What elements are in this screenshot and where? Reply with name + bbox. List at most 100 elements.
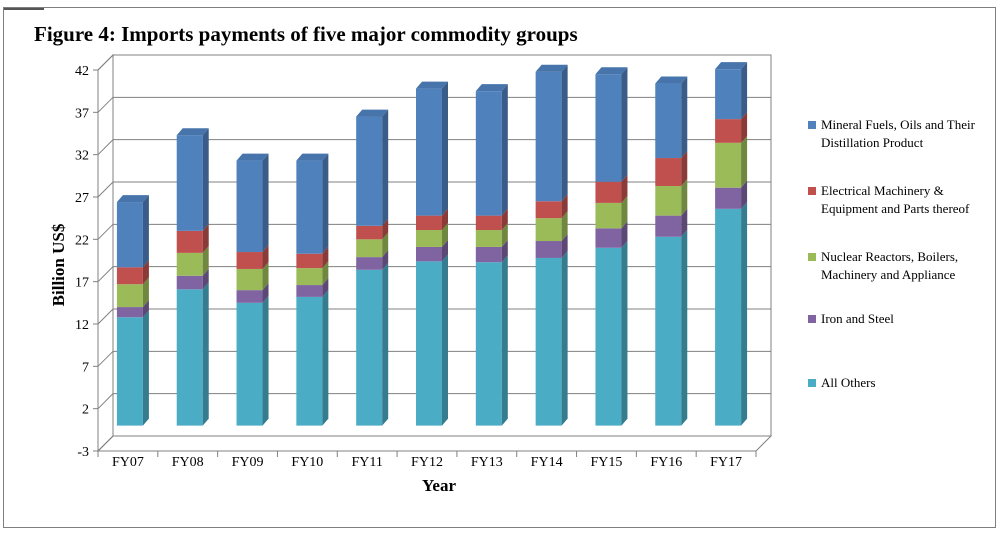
bar-fy07-iron <box>116 307 143 318</box>
bar-fy14-nuclear-side <box>561 211 568 242</box>
bar-fy07-iron-side <box>142 300 149 318</box>
legend-item: Iron and Steel <box>808 310 1001 328</box>
bar-fy14-all-side <box>561 250 568 426</box>
y-tick-label: 12 <box>75 318 89 333</box>
bar-fy13-mineral <box>475 91 502 216</box>
x-tick-label: FY09 <box>232 455 264 470</box>
back-wall-outline <box>112 54 772 437</box>
bar-fy09-mineral-side <box>262 153 269 253</box>
bar-fy12-all <box>416 261 442 426</box>
bar-fy09-iron-side <box>262 283 269 303</box>
bar-fy08-all-side <box>202 282 209 426</box>
bar-fy14-mineral <box>535 71 562 202</box>
legend-item: Electrical Machinery & Equipment and Par… <box>808 182 1001 218</box>
bar-fy09-mineral <box>236 160 263 253</box>
bar-fy17-electrical-side <box>741 112 748 143</box>
bar-fy09-mineral-top <box>236 153 269 161</box>
bar-fy11-nuclear-side <box>382 232 389 258</box>
x-tick-label: FY11 <box>351 455 382 470</box>
x-tick-label: FY12 <box>411 455 443 470</box>
bar-fy12-mineral-side <box>442 81 448 216</box>
bar-fy09-nuclear-side <box>262 261 269 291</box>
bar-fy09-nuclear <box>236 268 263 291</box>
y-axis-title: Billion US$ <box>49 223 68 306</box>
bar-fy13-electrical <box>475 215 502 231</box>
x-tick-label: FY10 <box>291 455 323 470</box>
bar-fy08-electrical-side <box>202 223 209 253</box>
bar-fy11-iron-side <box>382 250 389 270</box>
legend-item: All Others <box>808 374 1001 392</box>
bar-fy10-electrical <box>296 253 323 269</box>
bar-fy15-nuclear <box>595 202 622 229</box>
bar-fy13-mineral-side <box>501 84 508 216</box>
bar-fy11-electrical <box>356 225 383 240</box>
bar-fy08-mineral-side <box>202 128 209 231</box>
bar-fy10-iron <box>296 285 323 297</box>
bar-fy15-all <box>595 247 622 426</box>
bar-fy16-all <box>655 236 682 426</box>
bar-fy15-iron <box>595 228 622 248</box>
legend-swatch <box>808 253 816 261</box>
bar-fy13-electrical-side <box>501 208 508 231</box>
bar-fy10-nuclear <box>296 268 323 286</box>
y-tick-label: 22 <box>75 233 89 248</box>
y-tick-label: 32 <box>75 149 89 164</box>
bar-fy08-all <box>176 289 203 426</box>
bar-fy17-all-side <box>741 201 748 426</box>
bar-fy14-mineral-top <box>535 64 568 72</box>
y-tick-label: 42 <box>75 64 89 79</box>
bar-fy09-iron <box>236 290 263 303</box>
bar-fy12-nuclear <box>416 230 442 247</box>
bar-fy14-iron <box>535 241 562 258</box>
bar-fy17-all <box>715 208 742 426</box>
bar-fy14-iron-side <box>561 234 568 258</box>
bar-fy12-iron <box>416 246 442 262</box>
bar-fy09-all <box>236 302 263 426</box>
bar-fy17-nuclear <box>715 142 742 188</box>
bar-fy17-mineral-side <box>741 62 748 120</box>
bar-fy08-nuclear-side <box>202 245 209 276</box>
bar-fy14-electrical <box>535 201 562 219</box>
y-tick-label: 27 <box>75 191 89 206</box>
bar-fy08-mineral-top <box>176 128 209 136</box>
bar-fy13-all <box>475 262 502 426</box>
bar-fy08-iron-side <box>202 268 209 290</box>
bar-fy12-electrical-side <box>442 208 448 231</box>
legend-label: Iron and Steel <box>821 311 894 326</box>
bar-fy16-electrical <box>655 158 682 186</box>
bar-fy17-electrical <box>715 119 742 143</box>
bar-fy12-iron-side <box>442 239 448 262</box>
bar-fy15-mineral-top <box>595 67 628 75</box>
bar-fy07-mineral-top <box>116 195 149 203</box>
bar-fy14-nuclear <box>535 218 562 242</box>
bar-fy11-all-side <box>382 262 389 426</box>
bar-fy09-electrical-side <box>262 245 269 269</box>
floor-plane <box>96 435 773 452</box>
bar-fy16-mineral-top <box>655 76 688 84</box>
legend-swatch <box>808 121 816 129</box>
bar-fy07-electrical-side <box>142 260 149 285</box>
bar-fy10-iron-side <box>322 278 329 297</box>
bar-fy08-mineral <box>176 135 203 231</box>
bar-fy16-nuclear <box>655 185 682 216</box>
bar-fy13-iron <box>475 246 502 263</box>
bar-fy09-all-side <box>262 295 269 426</box>
top-divider <box>4 8 44 10</box>
bar-fy07-nuclear-side <box>142 277 149 308</box>
bar-fy07-mineral-side <box>142 195 149 268</box>
bar-fy11-nuclear <box>356 239 383 258</box>
bar-fy10-all-side <box>322 289 329 426</box>
bar-fy16-iron-side <box>681 208 688 237</box>
bar-fy16-electrical-side <box>681 151 688 186</box>
bar-fy17-iron <box>715 187 742 209</box>
bar-fy10-mineral-top <box>296 153 329 161</box>
bar-fy14-mineral-side <box>561 64 568 202</box>
bar-fy10-nuclear-side <box>322 261 329 286</box>
y-tick-label: 7 <box>82 360 89 375</box>
bar-fy16-iron <box>655 215 682 237</box>
side-wall <box>97 53 114 453</box>
bar-fy11-all <box>356 269 383 426</box>
bar-fy09-electrical <box>236 252 263 269</box>
bar-fy15-electrical-side <box>621 174 628 203</box>
